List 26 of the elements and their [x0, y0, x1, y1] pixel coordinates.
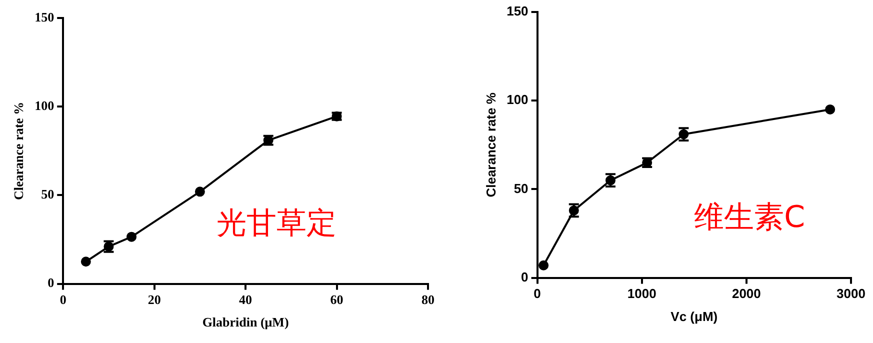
point — [126, 232, 137, 242]
y-tick-label: 50 — [41, 186, 54, 202]
annotation: 光甘草定 — [216, 206, 336, 242]
y-tick-label: 100 — [506, 92, 528, 108]
x-axis-title: Vc (μM) — [670, 308, 718, 324]
x-tick-label: 0 — [60, 292, 66, 307]
y-tick-label: 100 — [34, 98, 54, 113]
x-axis-title: Glabridin (μM) — [202, 314, 289, 330]
x-tick-label: 1000 — [627, 286, 656, 302]
y-tick-label: 0 — [48, 275, 54, 290]
y-axis-title: Clearance rate % — [11, 102, 26, 200]
x-tick-label: 80 — [422, 292, 434, 307]
y-tick-label: 150 — [34, 9, 54, 24]
x-tick-label: 20 — [148, 292, 161, 307]
y-tick-label: 50 — [514, 180, 528, 196]
x-tick-label: 3000 — [836, 286, 866, 302]
annotation: 维生素C — [694, 200, 806, 236]
x-tick-label: 40 — [239, 292, 252, 307]
y-tick-label: 0 — [521, 269, 528, 284]
y-tick-label: 150 — [506, 4, 528, 19]
point — [194, 186, 205, 197]
x-tick-label: 2000 — [732, 286, 761, 302]
x-tick-label: 60 — [330, 292, 344, 307]
x-tick-label: 0 — [534, 286, 541, 302]
point — [80, 256, 91, 267]
y-axis-title: Clearance rate % — [483, 92, 498, 198]
